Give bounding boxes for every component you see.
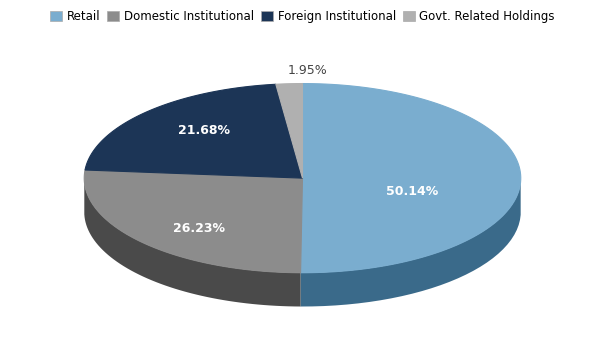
Polygon shape — [84, 170, 302, 273]
Polygon shape — [301, 84, 521, 273]
Polygon shape — [85, 84, 302, 178]
Polygon shape — [301, 181, 521, 307]
Text: 26.23%: 26.23% — [173, 222, 225, 235]
Text: 50.14%: 50.14% — [385, 185, 438, 198]
Text: 21.68%: 21.68% — [178, 124, 231, 137]
Polygon shape — [276, 84, 302, 178]
Legend: Retail, Domestic Institutional, Foreign Institutional, Govt. Related Holdings: Retail, Domestic Institutional, Foreign … — [45, 5, 560, 27]
Polygon shape — [84, 181, 301, 307]
Text: 1.95%: 1.95% — [288, 63, 328, 76]
